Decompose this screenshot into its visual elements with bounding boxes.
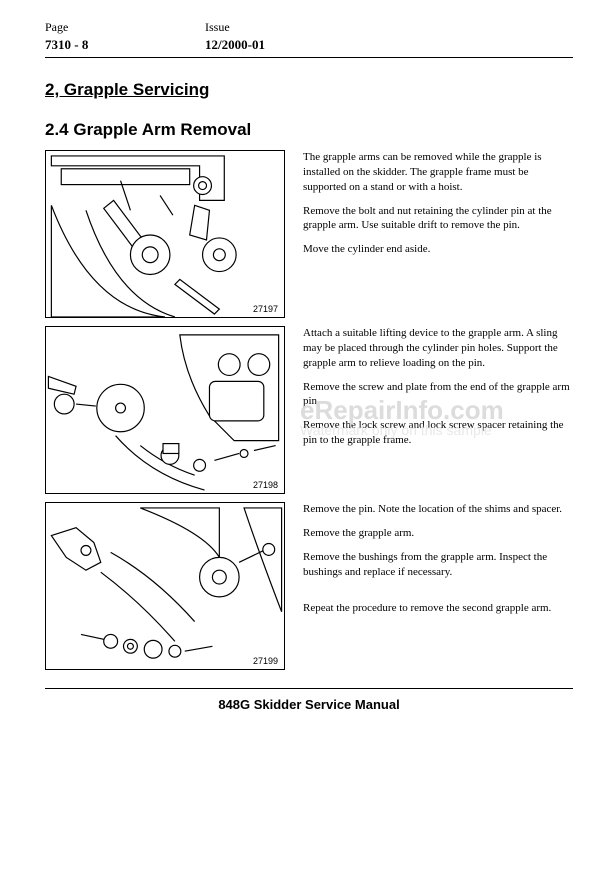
paragraph: Move the cylinder end aside.: [303, 242, 573, 257]
page-number: 7310 - 8: [45, 37, 205, 53]
page-label: Page: [45, 20, 205, 35]
step-row: 27199 Remove the pin. Note the location …: [45, 502, 573, 670]
figure: 27198: [45, 326, 285, 494]
paragraph: Repeat the procedure to remove the secon…: [303, 601, 573, 616]
footer-title: 848G Skidder Service Manual: [45, 697, 573, 712]
figure-svg-1: [46, 151, 284, 317]
figure: 27199: [45, 502, 285, 670]
chapter-title: 2, Grapple Servicing: [45, 80, 573, 100]
header-rule: [45, 57, 573, 58]
step-row: 27197 The grapple arms can be removed wh…: [45, 150, 573, 318]
footer-rule: [45, 688, 573, 689]
paragraph: Remove the lock screw and lock screw spa…: [303, 418, 573, 448]
paragraph: Remove the grapple arm.: [303, 526, 573, 541]
issue-value: 12/2000-01: [205, 37, 345, 53]
figure-svg-3: [46, 503, 284, 669]
paragraph: Remove the bolt and nut retaining the cy…: [303, 204, 573, 234]
paragraph: Attach a suitable lifting device to the …: [303, 326, 573, 371]
paragraph: Remove the bushings from the grapple arm…: [303, 550, 573, 580]
issue-label: Issue: [205, 20, 345, 35]
paragraph: Remove the pin. Note the location of the…: [303, 502, 573, 517]
paragraph: The grapple arms can be removed while th…: [303, 150, 573, 195]
paragraph: Remove the screw and plate from the end …: [303, 380, 573, 410]
step-row: 27198 Attach a suitable lifting device t…: [45, 326, 573, 494]
step-text: The grapple arms can be removed while th…: [303, 150, 573, 266]
section-title: 2.4 Grapple Arm Removal: [45, 120, 573, 140]
figure: 27197: [45, 150, 285, 318]
step-text: Attach a suitable lifting device to the …: [303, 326, 573, 457]
step-text: Remove the pin. Note the location of the…: [303, 502, 573, 625]
figure-svg-2: [46, 327, 284, 493]
figure-number: 27198: [253, 480, 278, 490]
figure-number: 27197: [253, 304, 278, 314]
figure-number: 27199: [253, 656, 278, 666]
